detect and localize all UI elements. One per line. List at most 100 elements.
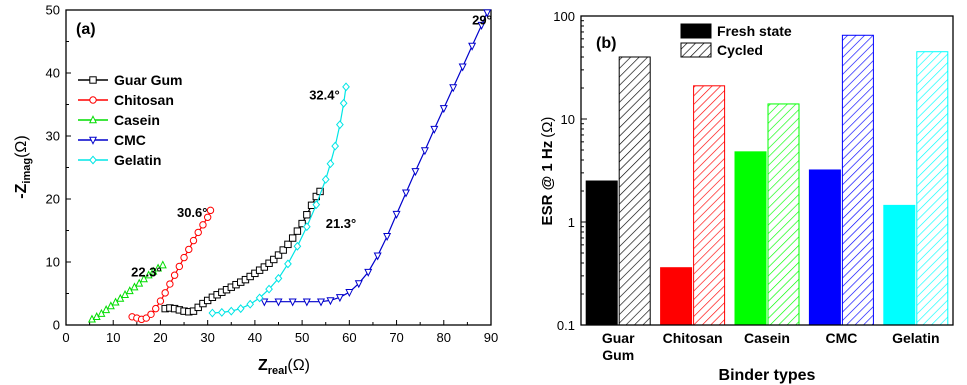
legend-item-casein: Casein bbox=[78, 112, 160, 128]
category-label: CMC bbox=[825, 330, 857, 346]
legend-marker bbox=[89, 155, 97, 165]
data-point-casein bbox=[116, 293, 125, 302]
bar-cycled-cmc bbox=[841, 34, 874, 326]
angle-annotation: 30.6° bbox=[177, 205, 208, 220]
data-point-casein bbox=[102, 305, 111, 314]
data-point-cmc bbox=[260, 298, 269, 307]
bar-group-cmc: CMC bbox=[808, 34, 874, 346]
panel-b-x-axis-label: Binder types bbox=[719, 367, 816, 384]
legend-label: Gelatin bbox=[114, 152, 161, 168]
y-tick-label: 10 bbox=[46, 255, 60, 270]
legend-item-chitosan: Chitosan bbox=[78, 92, 174, 108]
panel-a-x-axis-label: Zreal(Ω) bbox=[258, 357, 310, 377]
data-point-cmc bbox=[430, 125, 439, 134]
legend-label: CMC bbox=[114, 132, 146, 148]
y-tick-label: 20 bbox=[46, 192, 60, 207]
data-point-cmc bbox=[477, 21, 486, 30]
data-point-chitosan bbox=[156, 297, 165, 305]
legend-label: Casein bbox=[114, 112, 160, 128]
panel-b-legend: Fresh state Cycled bbox=[680, 23, 792, 58]
data-point-cmc bbox=[288, 298, 297, 307]
data-point-gelatin bbox=[274, 273, 283, 283]
data-point-guar-gum bbox=[194, 303, 202, 312]
bar-cycled-casein bbox=[767, 103, 800, 326]
data-point-guar-gum bbox=[260, 263, 269, 271]
data-point-cmc bbox=[345, 289, 354, 298]
data-point-chitosan bbox=[203, 213, 212, 221]
data-point-cmc bbox=[326, 297, 335, 306]
data-point-gelatin bbox=[217, 307, 226, 317]
data-point-chitosan bbox=[206, 206, 215, 215]
data-point-cmc bbox=[401, 189, 411, 198]
data-point-cmc bbox=[449, 84, 458, 93]
data-point-cmc bbox=[439, 105, 448, 114]
y-tick-label: 100 bbox=[553, 9, 575, 24]
data-point-gelatin bbox=[284, 259, 292, 269]
y-tick-label: 10 bbox=[561, 112, 575, 127]
data-point-gelatin bbox=[208, 308, 217, 318]
data-point-chitosan bbox=[170, 271, 179, 279]
legend-item-fresh-state: Fresh state bbox=[680, 23, 792, 39]
data-point-guar-gum bbox=[270, 255, 278, 264]
data-point-gelatin bbox=[255, 293, 264, 303]
data-point-gelatin bbox=[265, 284, 273, 294]
data-point-guar-gum bbox=[265, 259, 273, 267]
legend-item-cmc: CMC bbox=[78, 132, 146, 148]
y-tick-label: 30 bbox=[46, 129, 60, 144]
legend-label: Guar Gum bbox=[114, 72, 182, 88]
data-point-chitosan bbox=[180, 253, 188, 262]
angle-annotation: 29° bbox=[472, 12, 492, 27]
data-point-casein bbox=[144, 270, 153, 279]
panel-a-y-axis-label: -Zimag(Ω) bbox=[13, 135, 33, 198]
bar-fresh-guar-gum bbox=[585, 180, 618, 326]
y-tick-label: 0.1 bbox=[557, 318, 575, 333]
legend-label: Cycled bbox=[717, 42, 763, 58]
bar-fresh-casein bbox=[734, 151, 767, 326]
legend-marker bbox=[88, 136, 98, 145]
data-point-chitosan bbox=[166, 280, 174, 288]
data-point-gelatin bbox=[336, 120, 344, 130]
data-point-gelatin bbox=[293, 241, 302, 251]
data-point-gelatin bbox=[326, 159, 335, 169]
data-point-casein bbox=[158, 260, 167, 269]
legend-marker bbox=[88, 115, 98, 124]
data-point-gelatin bbox=[227, 306, 236, 316]
data-point-guar-gum bbox=[274, 251, 283, 259]
y-tick-label: 50 bbox=[46, 3, 60, 18]
data-point-casein bbox=[97, 308, 106, 317]
data-point-guar-gum bbox=[303, 211, 311, 219]
data-point-cmc bbox=[373, 252, 382, 261]
data-point-chitosan bbox=[152, 304, 160, 313]
data-point-gelatin bbox=[339, 98, 348, 108]
panel-b-plot-frame bbox=[580, 15, 954, 326]
data-point-cmc bbox=[458, 63, 467, 72]
data-point-casein bbox=[121, 289, 130, 298]
bar-group-gelatin: Gelatin bbox=[883, 51, 949, 346]
data-point-gelatin bbox=[342, 82, 350, 92]
data-point-cmc bbox=[392, 210, 401, 219]
panel-b-y-axis-label: ESR @ 1 Hz(Ω) bbox=[539, 117, 556, 226]
data-point-chitosan bbox=[185, 245, 193, 254]
data-point-cmc bbox=[335, 294, 344, 303]
data-point-casein bbox=[135, 278, 144, 287]
data-point-guar-gum bbox=[279, 246, 287, 254]
series-chitosan bbox=[128, 206, 215, 324]
category-label: Guar bbox=[602, 330, 635, 346]
x-tick-label: 40 bbox=[248, 330, 262, 345]
legend-label: Chitosan bbox=[114, 92, 174, 108]
data-point-chitosan bbox=[194, 228, 202, 237]
x-tick-label: 10 bbox=[106, 330, 120, 345]
data-point-chitosan bbox=[142, 314, 150, 322]
data-point-cmc bbox=[468, 42, 477, 51]
x-tick-label: 0 bbox=[62, 330, 69, 345]
series-guar-gum bbox=[161, 187, 324, 316]
angle-annotation: 32.4° bbox=[309, 87, 340, 102]
x-tick-label: 20 bbox=[153, 330, 167, 345]
category-label: Gelatin bbox=[892, 330, 939, 346]
y-tick-label: 0 bbox=[53, 318, 60, 333]
data-point-casein bbox=[106, 301, 115, 310]
data-point-chitosan bbox=[161, 289, 169, 297]
